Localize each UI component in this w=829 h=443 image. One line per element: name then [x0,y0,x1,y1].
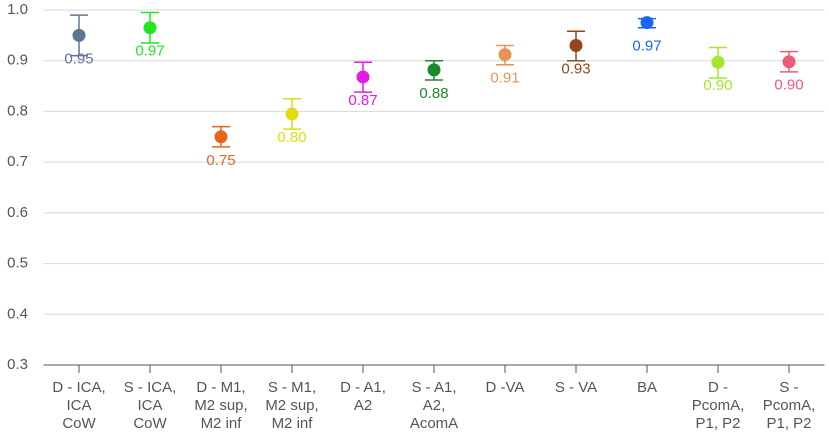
x-tick-label: AcomA [410,415,458,432]
value-label: 0.88 [419,85,448,102]
x-tick-label: CoW [133,415,167,432]
x-tick-label: BA [637,379,657,396]
x-tick-label: S - A1, [411,379,456,396]
x-tick-label: PcomA, [692,397,745,414]
x-tick-label: S - [779,379,798,396]
dot [356,70,370,84]
x-tick-label: ICA [137,397,162,414]
x-tick-label: A2, [423,397,446,414]
dot [214,130,228,144]
value-label: 0.97 [632,38,661,55]
y-tick-label: 1.0 [7,1,28,18]
dot [285,107,299,121]
value-label: 0.87 [348,92,377,109]
x-tick-label: PcomA, [763,397,816,414]
dot [711,55,725,69]
x-tick-label: CoW [62,415,96,432]
dot [72,28,86,42]
x-tick-label: P1, P2 [766,415,811,432]
x-tick-label: D - A1, [340,379,386,396]
dot [427,63,441,77]
x-tick-label: D -VA [486,379,525,396]
y-tick-label: 0.8 [7,102,28,119]
value-label: 0.93 [561,60,590,77]
x-tick-label: S - ICA, [124,379,177,396]
dot [143,21,157,35]
dot [782,55,796,69]
x-tick-label: S - VA [555,379,597,396]
x-tick-label: D - M1, [196,379,245,396]
dot [569,39,583,52]
y-tick-label: 0.3 [7,356,28,373]
x-tick-label: M2 sup, [265,397,318,414]
y-tick-label: 0.6 [7,204,28,221]
x-tick-label: D - [708,379,728,396]
y-tick-label: 0.7 [7,153,28,170]
x-tick-label: A2 [354,397,372,414]
x-tick-label: M2 inf [272,415,314,432]
x-tick-label: M2 inf [201,415,243,432]
dot [498,48,512,62]
x-tick-label: ICA [66,397,91,414]
x-tick-label: S - M1, [268,379,316,396]
y-tick-label: 0.5 [7,255,28,272]
value-label: 0.90 [703,77,732,94]
value-label: 0.80 [277,129,306,146]
value-label: 0.97 [135,43,164,60]
value-label: 0.91 [490,70,519,87]
x-tick-label: M2 sup, [194,397,247,414]
x-tick-label: P1, P2 [695,415,740,432]
x-tick-label: D - ICA, [52,379,105,396]
value-label: 0.90 [774,77,803,94]
dot [640,16,654,30]
value-label: 0.75 [206,152,235,169]
y-tick-label: 0.4 [7,305,28,322]
y-tick-label: 0.9 [7,52,28,69]
value-label: 0.95 [64,50,93,67]
